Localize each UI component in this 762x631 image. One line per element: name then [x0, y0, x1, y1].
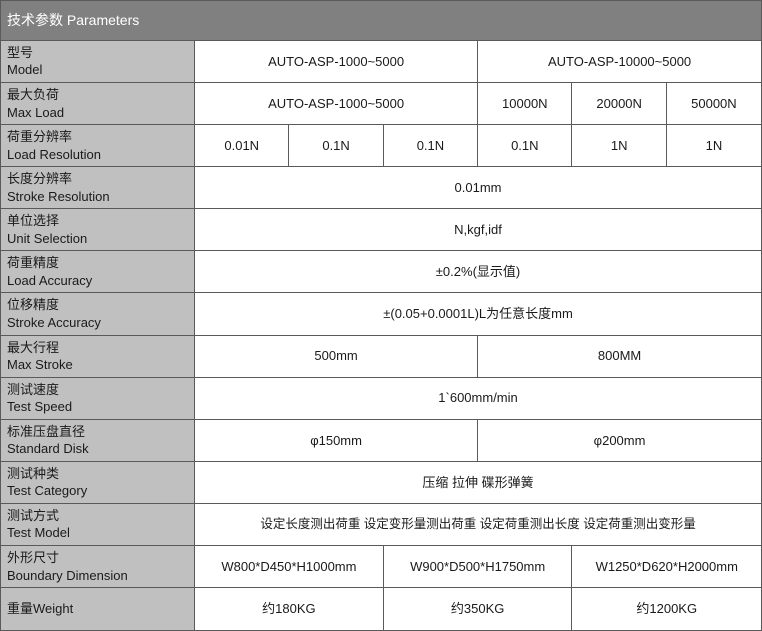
test-speed-value: 1`600mm/min: [195, 377, 762, 419]
load-res-a3: 0.1N: [383, 125, 477, 167]
row-max-load: 最大负荷 Max Load AUTO-ASP-1000~5000 10000N …: [1, 82, 762, 124]
dim-c1: W800*D450*H1000mm: [195, 546, 384, 588]
load-res-b3: 1N: [666, 125, 761, 167]
label-boundary-dimension: 外形尺寸 Boundary Dimension: [1, 546, 195, 588]
label-standard-disk: 标准压盘直径 Standard Disk: [1, 419, 195, 461]
label-unit-selection: 单位选择 Unit Selection: [1, 209, 195, 251]
row-stroke-accuracy: 位移精度 Stroke Accuracy ±(0.05+0.0001L)L为任意…: [1, 293, 762, 335]
dim-c3: W1250*D620*H2000mm: [572, 546, 762, 588]
unit-selection-value: N,kgf,idf: [195, 209, 762, 251]
label-max-load: 最大负荷 Max Load: [1, 82, 195, 124]
stroke-accuracy-value: ±(0.05+0.0001L)L为任意长度mm: [195, 293, 762, 335]
stroke-resolution-value: 0.01mm: [195, 167, 762, 209]
row-load-accuracy: 荷重精度 Load Accuracy ±0.2%(显示值): [1, 251, 762, 293]
weight-c3: 约1200KG: [572, 588, 762, 631]
row-load-resolution: 荷重分辨率 Load Resolution 0.01N 0.1N 0.1N 0.…: [1, 125, 762, 167]
model-b: AUTO-ASP-10000~5000: [478, 40, 762, 82]
max-load-b2: 20000N: [572, 82, 666, 124]
header-cn: 技术参数: [7, 12, 63, 28]
parameters-table: 技术参数 Parameters 型号 Model AUTO-ASP-1000~5…: [0, 0, 762, 631]
model-a: AUTO-ASP-1000~5000: [195, 40, 478, 82]
weight-c2: 约350KG: [383, 588, 572, 631]
load-res-b1: 0.1N: [478, 125, 572, 167]
dim-c2: W900*D500*H1750mm: [383, 546, 572, 588]
test-model-value: 设定长度测出荷重 设定变形量测出荷重 设定荷重测出长度 设定荷重测出变形量: [195, 503, 762, 545]
test-category-value: 压缩 拉伸 碟形弹簧: [195, 461, 762, 503]
label-test-speed: 测试速度 Test Speed: [1, 377, 195, 419]
row-weight: 重量Weight 约180KG 约350KG 约1200KG: [1, 588, 762, 631]
standard-disk-b: φ200mm: [478, 419, 762, 461]
load-res-a1: 0.01N: [195, 125, 289, 167]
row-unit-selection: 单位选择 Unit Selection N,kgf,idf: [1, 209, 762, 251]
max-load-b1: 10000N: [478, 82, 572, 124]
label-load-accuracy: 荷重精度 Load Accuracy: [1, 251, 195, 293]
label-test-category: 测试种类 Test Category: [1, 461, 195, 503]
header-row: 技术参数 Parameters: [1, 1, 762, 41]
label-max-stroke: 最大行程 Max Stroke: [1, 335, 195, 377]
label-load-resolution: 荷重分辨率 Load Resolution: [1, 125, 195, 167]
row-test-speed: 测试速度 Test Speed 1`600mm/min: [1, 377, 762, 419]
max-stroke-b: 800MM: [478, 335, 762, 377]
max-load-a: AUTO-ASP-1000~5000: [195, 82, 478, 124]
standard-disk-a: φ150mm: [195, 419, 478, 461]
load-res-a2: 0.1N: [289, 125, 383, 167]
label-model: 型号 Model: [1, 40, 195, 82]
max-load-b3: 50000N: [666, 82, 761, 124]
row-test-category: 测试种类 Test Category 压缩 拉伸 碟形弹簧: [1, 461, 762, 503]
label-stroke-accuracy: 位移精度 Stroke Accuracy: [1, 293, 195, 335]
load-accuracy-value: ±0.2%(显示值): [195, 251, 762, 293]
header-en: Parameters: [67, 12, 139, 28]
row-test-model: 测试方式 Test Model 设定长度测出荷重 设定变形量测出荷重 设定荷重测…: [1, 503, 762, 545]
max-stroke-a: 500mm: [195, 335, 478, 377]
row-standard-disk: 标准压盘直径 Standard Disk φ150mm φ200mm: [1, 419, 762, 461]
row-max-stroke: 最大行程 Max Stroke 500mm 800MM: [1, 335, 762, 377]
parameters-table-container: 技术参数 Parameters 型号 Model AUTO-ASP-1000~5…: [0, 0, 762, 631]
row-model: 型号 Model AUTO-ASP-1000~5000 AUTO-ASP-100…: [1, 40, 762, 82]
row-boundary-dimension: 外形尺寸 Boundary Dimension W800*D450*H1000m…: [1, 546, 762, 588]
load-res-b2: 1N: [572, 125, 666, 167]
row-stroke-resolution: 长度分辨率 Stroke Resolution 0.01mm: [1, 167, 762, 209]
label-stroke-resolution: 长度分辨率 Stroke Resolution: [1, 167, 195, 209]
label-weight: 重量Weight: [1, 588, 195, 631]
label-test-model: 测试方式 Test Model: [1, 503, 195, 545]
table-header: 技术参数 Parameters: [1, 1, 762, 41]
weight-c1: 约180KG: [195, 588, 384, 631]
